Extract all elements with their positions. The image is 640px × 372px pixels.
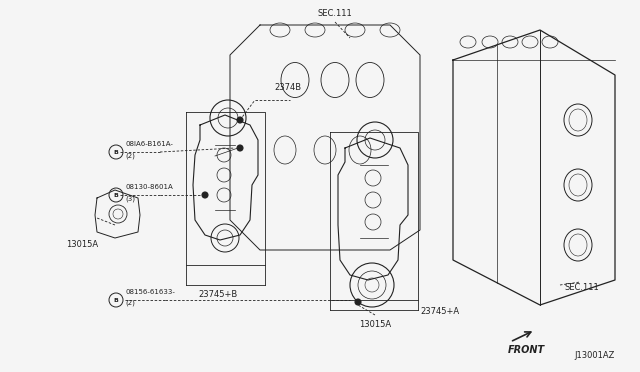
Circle shape bbox=[237, 117, 243, 123]
Text: 13015A: 13015A bbox=[359, 320, 391, 329]
Text: (2): (2) bbox=[125, 152, 135, 158]
Circle shape bbox=[202, 192, 208, 198]
Text: B: B bbox=[113, 298, 118, 302]
Text: 08IA6-B161A-: 08IA6-B161A- bbox=[125, 141, 173, 147]
Text: 2374B: 2374B bbox=[275, 83, 301, 92]
Text: 23745+A: 23745+A bbox=[420, 307, 459, 316]
Text: 08130-8601A: 08130-8601A bbox=[125, 184, 173, 190]
Circle shape bbox=[237, 145, 243, 151]
Text: B: B bbox=[113, 150, 118, 154]
Text: 23745+B: 23745+B bbox=[198, 290, 237, 299]
Text: 13015A: 13015A bbox=[66, 240, 98, 249]
Text: SEC.111: SEC.111 bbox=[317, 9, 353, 18]
Text: J13001AZ: J13001AZ bbox=[575, 351, 615, 360]
Text: B: B bbox=[113, 192, 118, 198]
Circle shape bbox=[355, 299, 361, 305]
Text: (3): (3) bbox=[125, 195, 135, 202]
Text: 08156-61633-: 08156-61633- bbox=[125, 289, 175, 295]
Text: (2): (2) bbox=[125, 300, 135, 307]
Text: FRONT: FRONT bbox=[508, 345, 545, 355]
Text: SEC.111: SEC.111 bbox=[565, 283, 600, 292]
